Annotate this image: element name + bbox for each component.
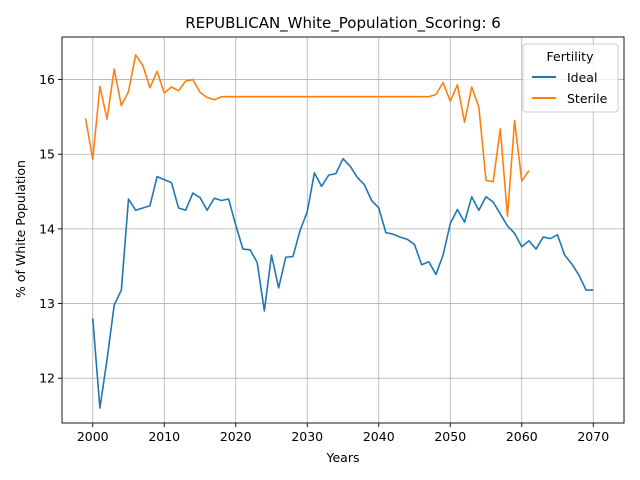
legend-label-ideal: Ideal bbox=[567, 70, 597, 85]
legend-title: Fertility bbox=[547, 49, 595, 64]
y-tick-label: 13 bbox=[39, 296, 55, 311]
x-axis-title: Years bbox=[326, 450, 360, 465]
chart-title: REPUBLICAN_White_Population_Scoring: 6 bbox=[185, 14, 501, 33]
y-axis-title: % of White Population bbox=[13, 160, 28, 298]
x-tick-label: 2020 bbox=[220, 429, 252, 444]
series-line-ideal bbox=[93, 159, 594, 408]
y-tick-label: 15 bbox=[39, 147, 55, 162]
y-tick-label: 16 bbox=[39, 72, 55, 87]
legend: Fertility Ideal Sterile bbox=[523, 44, 618, 112]
x-tick-label: 2040 bbox=[363, 429, 395, 444]
y-tick-label: 14 bbox=[39, 221, 55, 236]
y-tick-label: 12 bbox=[39, 371, 55, 386]
x-tick-label: 2070 bbox=[577, 429, 609, 444]
x-tick-label: 2060 bbox=[506, 429, 538, 444]
series-layer bbox=[86, 55, 594, 408]
x-tick-label: 2050 bbox=[434, 429, 466, 444]
legend-label-sterile: Sterile bbox=[567, 91, 608, 106]
x-tick-label: 2030 bbox=[291, 429, 323, 444]
x-tick-label: 2000 bbox=[77, 429, 109, 444]
x-tick-label: 2010 bbox=[148, 429, 180, 444]
